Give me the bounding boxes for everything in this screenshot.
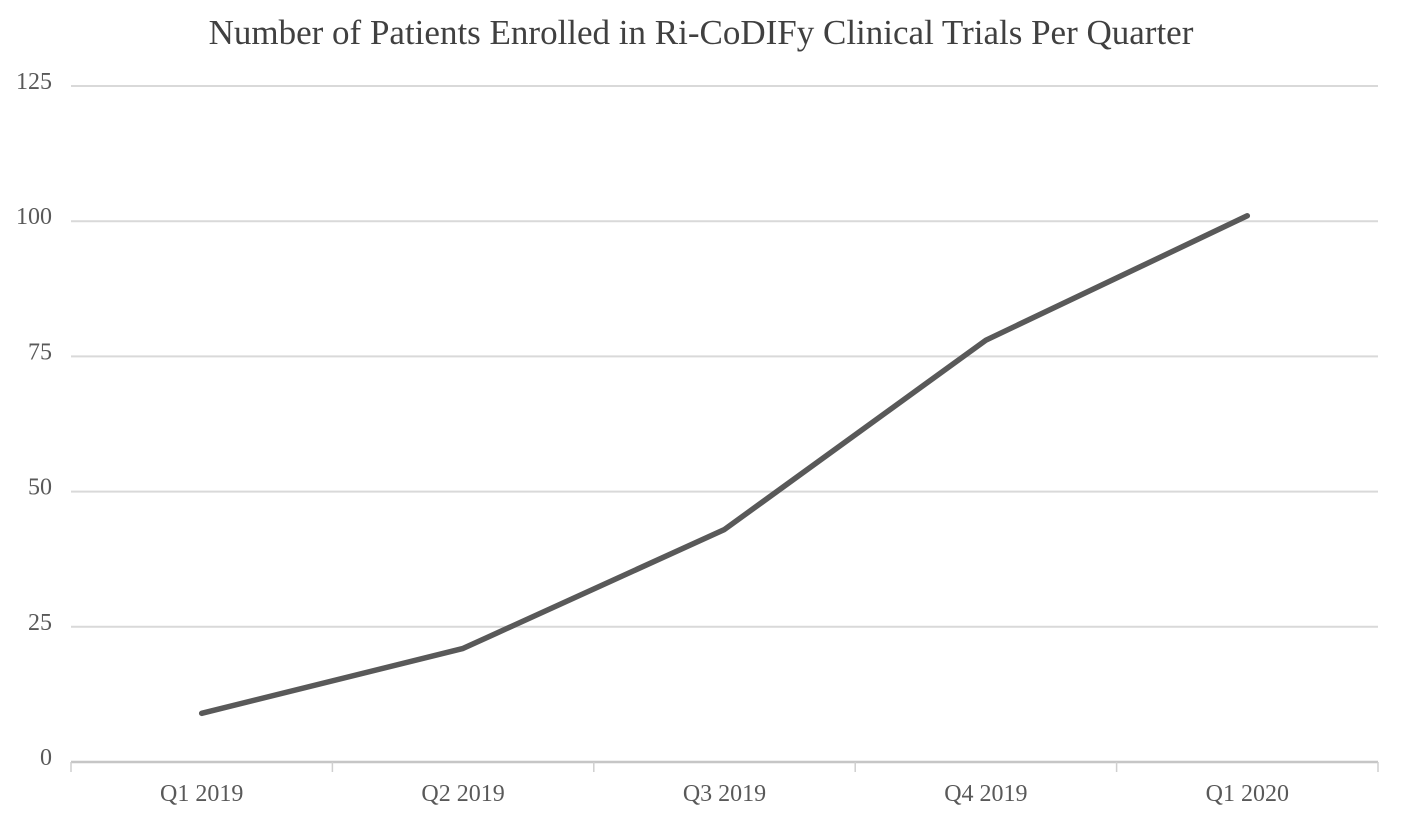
y-tick-label: 0 [40, 745, 52, 771]
x-axis [70, 760, 1379, 772]
x-tick-label: Q2 2019 [421, 781, 504, 807]
x-tick-label: Q3 2019 [683, 781, 766, 807]
y-gridlines [71, 85, 1378, 628]
chart-title: Number of Patients Enrolled in Ri-CoDIFy… [209, 13, 1194, 52]
y-tick-label: 50 [28, 475, 52, 501]
x-tick-label: Q1 2020 [1206, 781, 1289, 807]
y-tick-label: 75 [28, 339, 52, 365]
y-tick-label: 100 [16, 204, 52, 230]
y-tick-label: 125 [16, 69, 52, 95]
y-tick-label: 25 [28, 610, 52, 636]
x-tick-label: Q4 2019 [944, 781, 1027, 807]
y-axis-tick-labels: 0 25 50 75 100 125 [16, 69, 52, 771]
series-line [198, 213, 1251, 717]
x-tick-label: Q1 2019 [160, 781, 243, 807]
x-axis-tick-labels: Q1 2019 Q2 2019 Q3 2019 Q4 2019 Q1 2020 [160, 781, 1289, 807]
